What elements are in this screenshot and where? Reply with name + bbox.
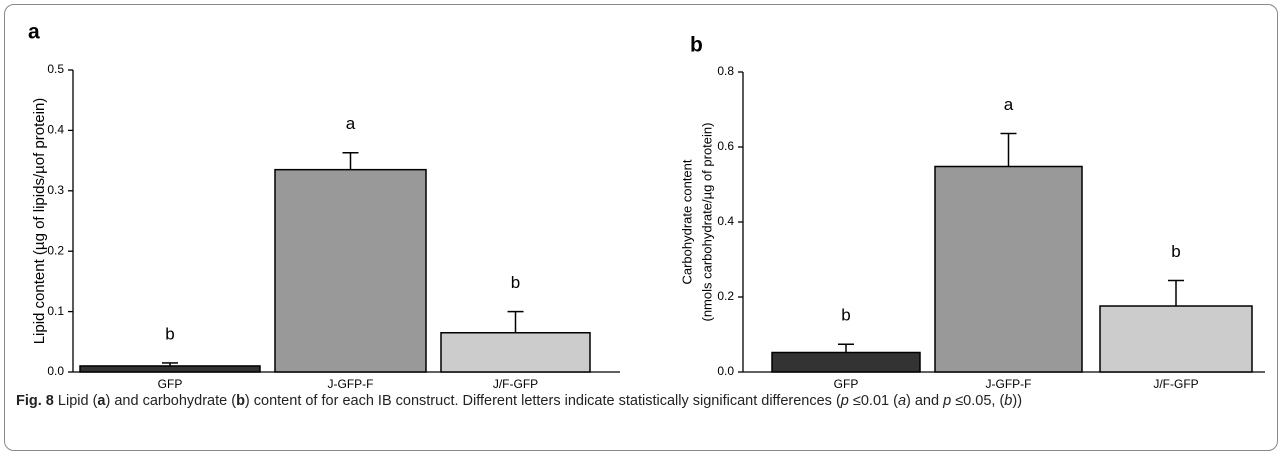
x-tick-label: J-GFP-F: [986, 377, 1032, 390]
x-tick-label: J-GFP-F: [328, 377, 374, 390]
caption-text: b: [1004, 393, 1013, 409]
panel-label: a: [28, 21, 40, 44]
y-tick-label: 0.0: [47, 364, 64, 378]
y-tick-label: 0.4: [717, 214, 734, 228]
caption-text: p: [840, 393, 849, 409]
panel-label: b: [690, 34, 703, 57]
x-tick-label: J/F-GFP: [1153, 377, 1198, 390]
significance-letter: b: [511, 273, 520, 292]
caption: Fig. 8 Lipid (a) and carbohydrate (b) co…: [16, 390, 1261, 412]
x-tick-label: J/F-GFP: [493, 377, 538, 390]
y-tick-label: 0.3: [47, 183, 64, 197]
significance-letter: b: [841, 306, 850, 325]
y-tick-label: 0.6: [717, 139, 734, 153]
charts: a Lipid content (µg of lipids/µof protein…: [28, 21, 1265, 390]
caption-text: p: [943, 393, 952, 409]
significance-letter: b: [1171, 242, 1180, 261]
y-axis-label: (nmols carbohydrate/µg of protein): [699, 123, 714, 322]
caption-text: Lipid (: [53, 393, 98, 409]
bar: [771, 351, 921, 373]
caption-text: b: [236, 393, 245, 409]
caption-text: a: [97, 393, 106, 409]
y-axis-label: Carbohydrate content: [679, 159, 694, 284]
bar: [274, 168, 427, 373]
bar: [934, 165, 1083, 373]
caption-text: ≤0.05, (: [951, 393, 1005, 409]
y-tick-label: 0.8: [717, 64, 734, 78]
y-tick-label: 0.4: [47, 123, 64, 137]
x-tick-label: GFP: [158, 377, 183, 390]
significance-letter: b: [165, 324, 174, 343]
y-axis-label: Lipid content (µg of lipids/µof protein): [31, 98, 48, 345]
y-tick-label: 0.5: [47, 62, 64, 76]
significance-letter: a: [346, 114, 356, 133]
bar: [79, 365, 261, 373]
bar: [1099, 305, 1253, 373]
caption-text: a: [897, 393, 907, 409]
y-tick-label: 0.2: [717, 289, 734, 303]
y-tick-label: 0.1: [47, 304, 64, 318]
caption-text: Fig. 8: [16, 393, 54, 409]
caption-text: ) and: [906, 393, 944, 409]
figure-frame: [4, 4, 1278, 451]
caption-text: ) and carbohydrate (: [105, 393, 237, 409]
y-tick-label: 0.0: [717, 364, 734, 378]
caption-text: ≤0.01 (: [848, 393, 898, 409]
caption-text: ) content of for each IB construct. Diff…: [244, 393, 841, 409]
significance-letter: a: [1004, 95, 1014, 114]
y-tick-label: 0.2: [47, 243, 64, 257]
bar: [440, 331, 591, 373]
x-tick-label: GFP: [834, 377, 859, 390]
caption-text: )): [1012, 393, 1023, 409]
